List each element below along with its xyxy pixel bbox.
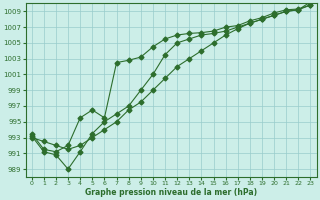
X-axis label: Graphe pression niveau de la mer (hPa): Graphe pression niveau de la mer (hPa) — [85, 188, 257, 197]
